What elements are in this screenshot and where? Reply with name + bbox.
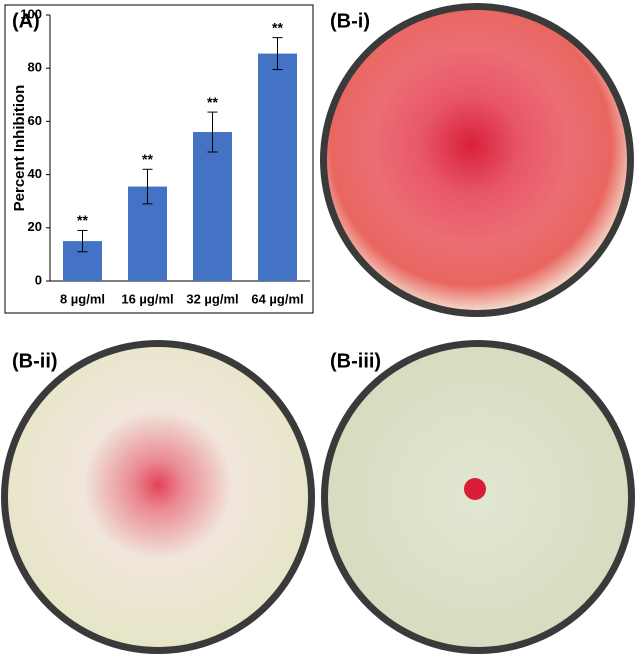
- x-tick-label: 32 µg/ml: [186, 291, 238, 306]
- annotation: **: [142, 151, 153, 167]
- panel-label: (B-ii): [12, 350, 58, 372]
- y-axis-label: Percent Inhibition: [11, 85, 28, 212]
- panel-label: (A): [12, 10, 40, 32]
- x-tick-label: 64 µg/ml: [251, 291, 303, 306]
- bar: [258, 53, 297, 281]
- annotation: **: [207, 94, 218, 110]
- chart-frame: [4, 4, 314, 314]
- dish-b-iii: [321, 340, 635, 654]
- y-tick-label: 80: [28, 60, 42, 75]
- panel-label: (B-i): [330, 10, 370, 32]
- y-tick-label: 0: [35, 272, 42, 287]
- y-tick-label: 60: [28, 113, 42, 128]
- x-tick-label: 16 µg/ml: [121, 291, 173, 306]
- y-tick-label: 20: [28, 219, 42, 234]
- dish-b-i: [320, 3, 634, 317]
- bar: [193, 132, 232, 281]
- dish-b-ii: [1, 340, 315, 654]
- annotation: **: [77, 212, 88, 228]
- y-tick-label: 100: [20, 6, 42, 21]
- x-tick-label: 8 µg/ml: [60, 291, 105, 306]
- panel-label: (B-iii): [330, 350, 381, 372]
- annotation: **: [272, 19, 283, 35]
- y-tick-label: 40: [28, 166, 42, 181]
